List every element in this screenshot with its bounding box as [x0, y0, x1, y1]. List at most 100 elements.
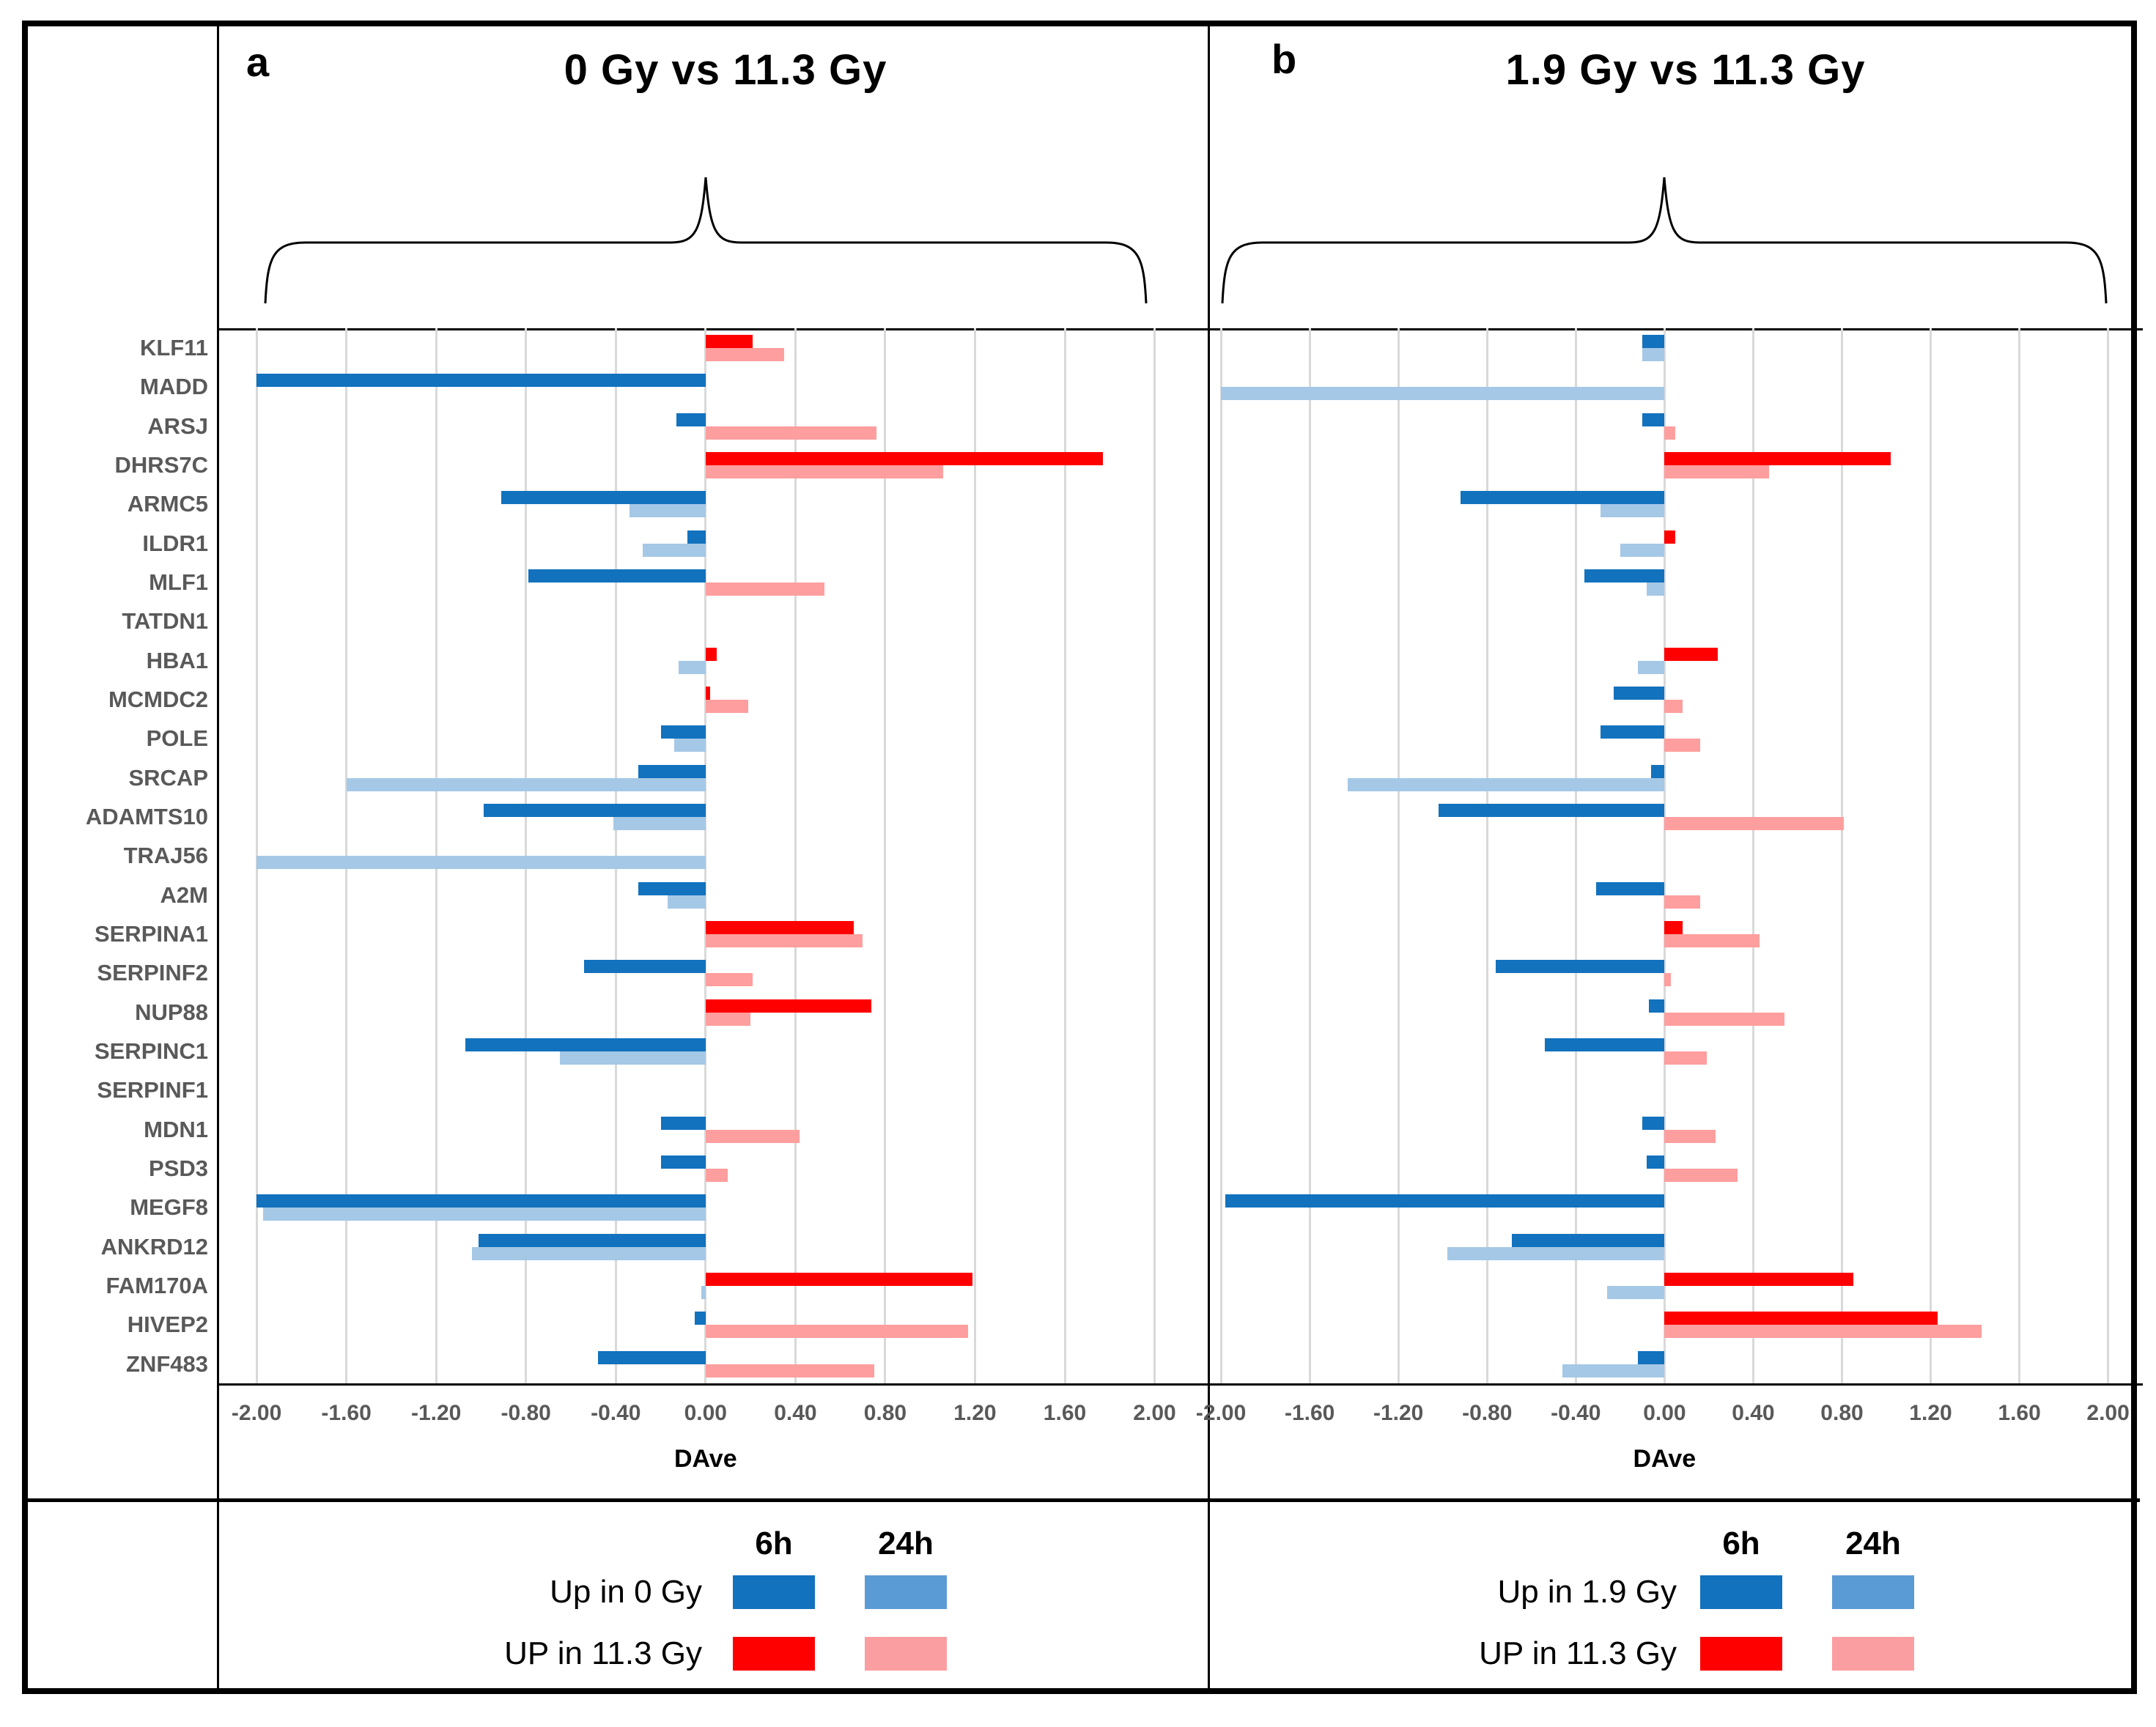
- x-tick-label: -1.20: [410, 1401, 462, 1425]
- bar-a-fam170a-6h: [705, 1273, 973, 1286]
- bar-b-srcap-6h: [1651, 764, 1665, 778]
- gene-label-serpinf2: SERPINF2: [97, 960, 208, 986]
- gene-label-traj56: TRAJ56: [123, 843, 208, 869]
- bar-b-adamts10-24h: [1664, 817, 1845, 830]
- gene-label-arsj: ARSJ: [147, 413, 208, 439]
- plot-bottom-line: [217, 1383, 2143, 1386]
- gridline: [1219, 328, 1222, 1383]
- bar-a-mcmdc2-24h: [705, 700, 748, 713]
- bar-a-ankrd12-6h: [479, 1233, 706, 1247]
- x-tick-label: -0.80: [1462, 1401, 1513, 1425]
- gridline: [1841, 328, 1843, 1383]
- bar-b-znf483-6h: [1638, 1350, 1665, 1364]
- x-axis-title: DAve: [1633, 1445, 1697, 1473]
- bar-a-psd3-6h: [660, 1155, 706, 1169]
- x-tick-label: -2.00: [231, 1401, 282, 1425]
- bar-a-srcap-24h: [346, 777, 706, 791]
- bar-a-serpinf2-24h: [705, 973, 753, 987]
- gene-label-serpinf1: SERPINF1: [97, 1077, 208, 1103]
- gridline: [435, 328, 438, 1383]
- bar-b-znf483-24h: [1562, 1364, 1665, 1377]
- gridline: [2107, 328, 2110, 1383]
- gene-label-a2m: A2M: [160, 881, 208, 908]
- bar-a-mcmdc2-6h: [705, 687, 710, 700]
- bar-b-serpinc1-6h: [1545, 1038, 1665, 1051]
- gene-label-pole: POLE: [146, 725, 208, 752]
- gene-label-mlf1: MLF1: [149, 569, 208, 595]
- gene-label-armc5: ARMC5: [127, 491, 208, 517]
- bar-a-serpina1-24h: [705, 934, 863, 947]
- brace-a: [264, 177, 1148, 304]
- bar-b-dhrs7c-6h: [1664, 452, 1891, 465]
- gridline: [1574, 328, 1577, 1383]
- bar-a-mlf1-24h: [705, 583, 825, 596]
- panel-letter-b: b: [1271, 36, 1297, 82]
- bar-b-mdn1-6h: [1642, 1116, 1665, 1130]
- bar-a-pole-24h: [673, 739, 706, 752]
- gene-label-znf483: ZNF483: [126, 1350, 208, 1377]
- bar-a-fam170a-24h: [701, 1286, 706, 1299]
- gridline: [255, 328, 258, 1383]
- x-tick-label: 1.20: [953, 1401, 997, 1425]
- x-tick-label: -2.00: [1195, 1401, 1247, 1425]
- legend-swatch: [733, 1637, 815, 1671]
- x-tick-label: -1.60: [321, 1401, 372, 1425]
- gridline: [345, 328, 348, 1383]
- legend-swatch: [1700, 1637, 1782, 1671]
- bar-a-ildr1-6h: [687, 530, 706, 544]
- legend-time-header-24h: 24h: [878, 1526, 934, 1561]
- x-tick-label: -0.40: [1551, 1401, 1601, 1425]
- bar-a-dhrs7c-6h: [705, 452, 1104, 465]
- legend-time-header-24h: 24h: [1845, 1526, 1901, 1561]
- bar-b-nup88-6h: [1649, 999, 1665, 1013]
- bar-a-armc5-24h: [629, 504, 706, 518]
- gene-label-megf8: MEGF8: [130, 1194, 208, 1221]
- legend-swatch: [1832, 1637, 1914, 1671]
- bar-a-hba1-24h: [679, 660, 706, 674]
- x-tick-label: 0.00: [1643, 1401, 1686, 1425]
- x-tick-label: 2.00: [1133, 1401, 1176, 1425]
- bar-b-pole-6h: [1600, 725, 1665, 739]
- bar-b-hba1-6h: [1664, 647, 1718, 661]
- gridline: [884, 328, 887, 1383]
- gridline: [1930, 328, 1932, 1383]
- brace-b: [1221, 177, 2108, 304]
- gene-label-tatdn1: TATDN1: [122, 608, 208, 635]
- bar-a-hivep2-6h: [694, 1312, 706, 1325]
- panel-title-a: 0 Gy vs 11.3 Gy: [564, 46, 887, 94]
- bar-b-dhrs7c-24h: [1664, 465, 1769, 478]
- legend-swatch: [733, 1575, 815, 1609]
- bar-a-armc5-6h: [501, 491, 706, 505]
- bar-b-a2m-24h: [1664, 895, 1700, 909]
- bar-b-mlf1-24h: [1647, 583, 1665, 596]
- bar-b-armc5-24h: [1600, 504, 1665, 518]
- gene-label-serpina1: SERPINA1: [94, 921, 208, 947]
- bar-b-psd3-24h: [1664, 1169, 1738, 1182]
- legend-swatch: [865, 1575, 947, 1609]
- bar-b-fam170a-24h: [1606, 1286, 1665, 1299]
- bar-b-psd3-6h: [1647, 1155, 1665, 1169]
- gene-label-hba1: HBA1: [146, 647, 208, 673]
- bar-a-mdn1-6h: [660, 1116, 706, 1130]
- x-tick-label: -1.20: [1373, 1401, 1424, 1425]
- bar-b-arsj-6h: [1642, 413, 1665, 426]
- gene-label-adamts10: ADAMTS10: [85, 804, 208, 829]
- x-tick-label: 0.00: [684, 1401, 727, 1425]
- bar-a-znf483-24h: [705, 1364, 874, 1377]
- bar-a-dhrs7c-24h: [705, 465, 944, 478]
- bar-b-madd-24h: [1221, 387, 1665, 401]
- bar-a-klf11-24h: [705, 348, 784, 361]
- bar-a-nup88-6h: [705, 999, 872, 1013]
- gene-label-klf11: KLF11: [139, 335, 208, 360]
- bar-b-klf11-6h: [1642, 335, 1665, 348]
- label-column-divider: [217, 21, 219, 1694]
- brace-overlay: [264, 177, 2108, 304]
- bar-b-serpinf2-24h: [1664, 973, 1672, 987]
- bar-a-serpinc1-24h: [559, 1051, 706, 1065]
- gridline: [1308, 328, 1311, 1383]
- bar-b-mcmdc2-24h: [1664, 700, 1683, 713]
- gridline: [794, 328, 797, 1383]
- gridline: [1063, 328, 1066, 1383]
- bar-a-ankrd12-24h: [472, 1246, 706, 1260]
